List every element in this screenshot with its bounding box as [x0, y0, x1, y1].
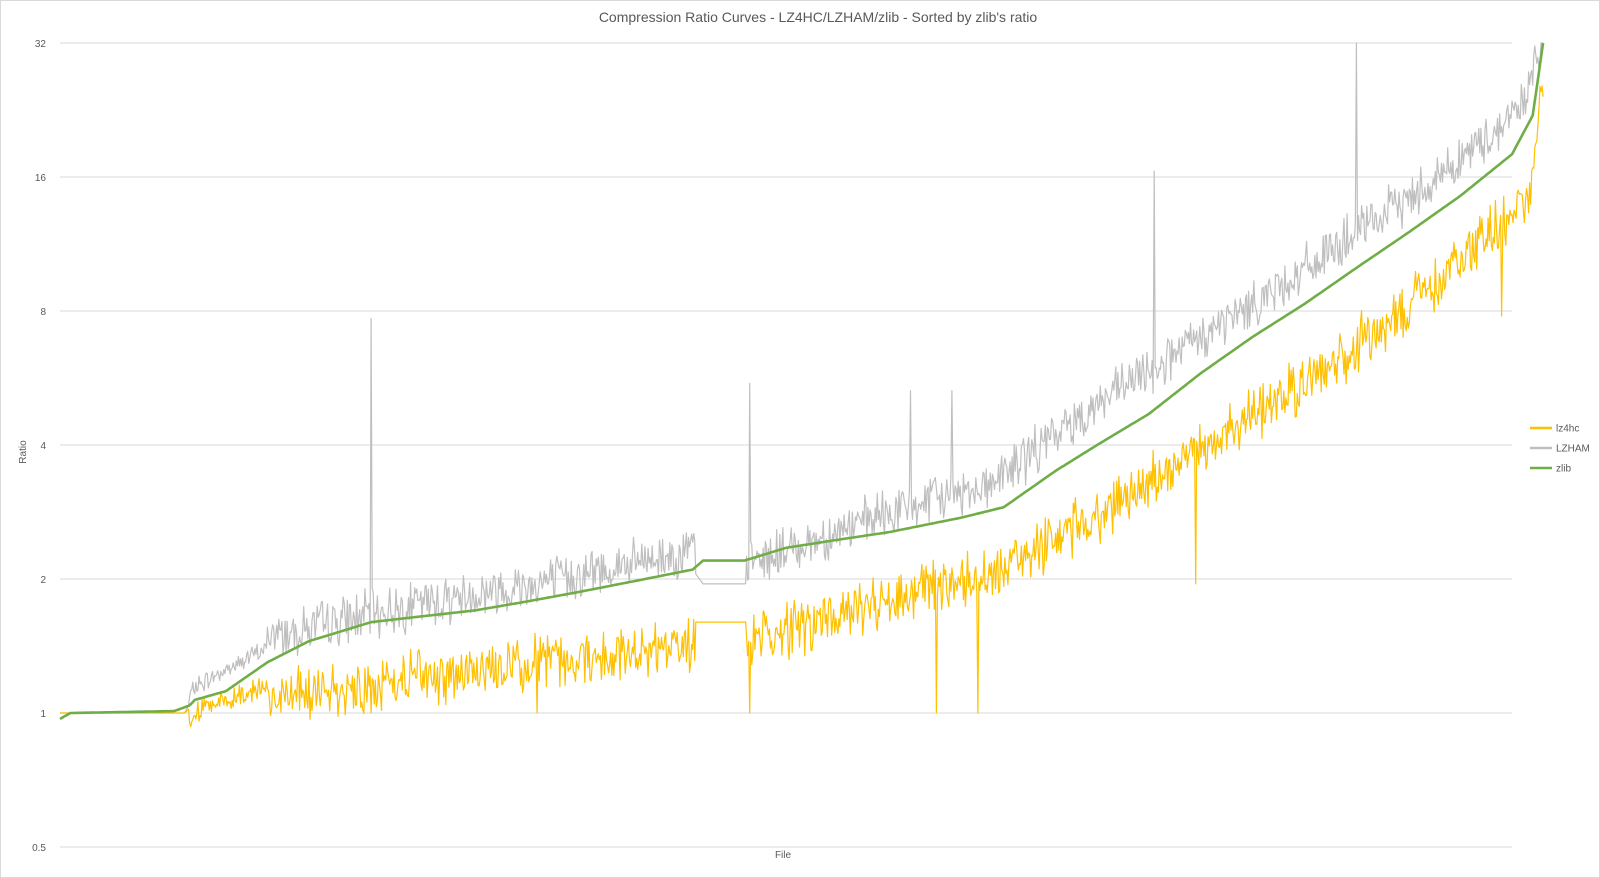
y-tick-label: 4	[40, 441, 46, 452]
series-line-lzham	[60, 42, 1544, 714]
y-tick-label: 1	[40, 709, 46, 720]
y-tick-label: 16	[35, 173, 47, 184]
y-tick-label: 8	[40, 307, 46, 318]
y-tick-label: 2	[40, 575, 46, 586]
legend-label-lzham: LZHAM	[1556, 444, 1590, 455]
legend: lz4hc LZHAM zlib	[1530, 424, 1590, 475]
plot-area	[59, 42, 1545, 728]
gridlines	[60, 42, 1512, 848]
chart-title: Compression Ratio Curves - LZ4HC/LZHAM/z…	[599, 9, 1038, 25]
series-line-lz4hc	[60, 85, 1544, 728]
series-line-zlib	[59, 42, 1545, 721]
y-axis-label: Ratio	[18, 440, 29, 464]
y-axis-ticks: 0.5 1 2 4 8 16 32	[32, 39, 46, 854]
legend-label-lz4hc: lz4hc	[1556, 424, 1579, 435]
y-tick-label: 32	[35, 39, 47, 50]
y-tick-label: 0.5	[32, 843, 46, 854]
x-axis-label: File	[775, 850, 792, 861]
legend-label-zlib: zlib	[1556, 464, 1571, 475]
